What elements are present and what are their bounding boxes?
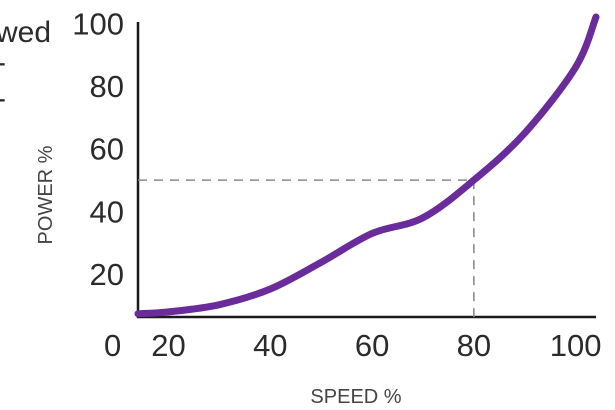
x-tick-label: 100 xyxy=(550,328,602,363)
cropped-text-fragment: - xyxy=(0,46,6,79)
x-axis-label: SPEED % xyxy=(310,386,401,408)
y-tick-label: 20 xyxy=(90,257,124,292)
reference-lines xyxy=(138,179,475,318)
cropped-text: wed xyxy=(0,16,51,49)
y-tick-label: 100 xyxy=(72,6,124,41)
x-tick-label: 60 xyxy=(355,328,389,363)
x-tick-label: 40 xyxy=(253,328,287,363)
x-tick-label: 80 xyxy=(457,328,491,363)
y-tick-label: 40 xyxy=(90,194,124,229)
y-tick-labels: 20 40 60 80 100 xyxy=(72,6,124,292)
origin-tick-label: 0 xyxy=(104,328,121,363)
series-group xyxy=(134,13,600,318)
cropped-text-fragment: - xyxy=(0,82,6,115)
x-tick-label: 20 xyxy=(151,328,185,363)
y-tick-label: 60 xyxy=(90,132,124,167)
y-tick-label: 80 xyxy=(90,69,124,104)
x-tick-labels: 20 40 60 80 100 xyxy=(151,328,601,363)
series-line xyxy=(134,13,600,318)
y-axis-label: POWER % xyxy=(35,145,57,244)
